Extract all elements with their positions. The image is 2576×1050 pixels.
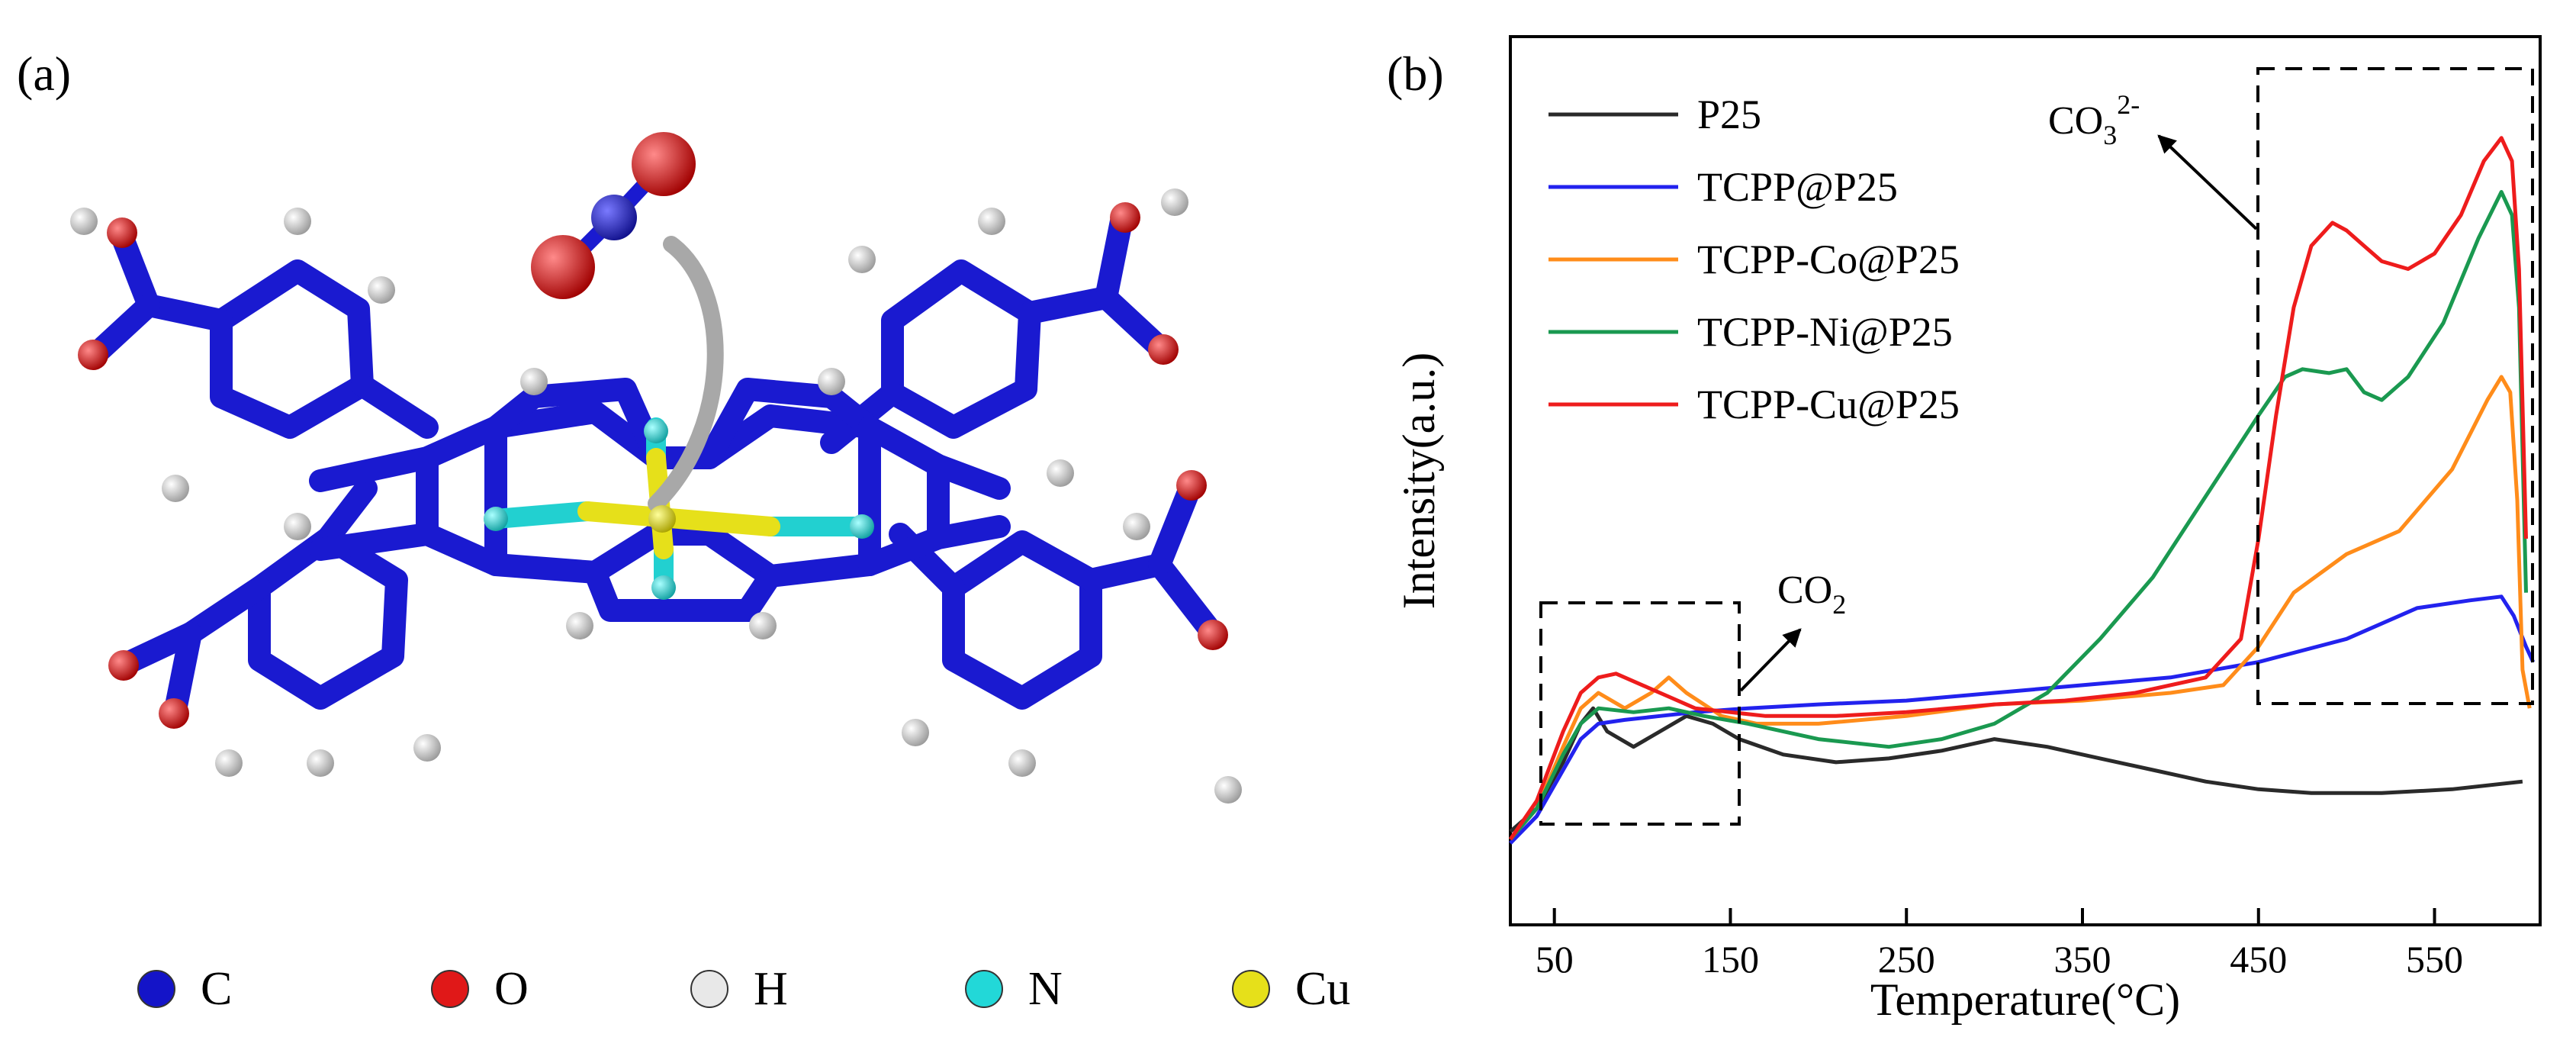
x-tick-label: 550 [2406, 938, 2463, 981]
x-tick-label: 250 [1878, 938, 1935, 981]
atom-legend: C O H N Cu [137, 963, 1350, 1015]
tpd-chart: 50 150 250 350 450 550 P25 TCPP@P25 TCPP-Co@P25… [1394, 35, 2542, 1025]
x-tick-label: 350 [2054, 938, 2111, 981]
plot-area-frame [1509, 35, 2542, 926]
atom-legend-swatch [965, 970, 1003, 1008]
atom-legend-item: N [965, 963, 1063, 1015]
atom-legend-label: H [754, 963, 788, 1015]
series-line [1509, 190, 2528, 841]
legend-label: TCPP-Ni@P25 [1697, 309, 1953, 355]
co2-region-box [1539, 601, 1741, 826]
legend-label: TCPP-Co@P25 [1697, 237, 1960, 282]
atom-legend-swatch [137, 970, 175, 1008]
co3-annotation: CO32- [2048, 89, 2140, 150]
panel-a-label: (a) [17, 47, 72, 101]
x-tick-label: 150 [1702, 938, 1759, 981]
co2-annotation: CO2 [1777, 568, 1846, 620]
chart-legend: P25 TCPP@P25 TCPP-Co@P25 TCPP-Ni@P25 TCPP-Cu… [1548, 92, 1960, 427]
panel-b-label: (b) [1387, 47, 1444, 101]
atom-legend-item: Cu [1232, 963, 1350, 1015]
atom-legend-item: H [690, 963, 788, 1015]
y-axis-label: Intensity(a.u.) [1394, 353, 1444, 610]
co3-arrow [2157, 134, 2258, 230]
legend-label: TCPP-Cu@P25 [1697, 382, 1960, 427]
co3-region-box [2256, 67, 2534, 705]
x-axis-label: Temperature(°C) [1870, 974, 2180, 1025]
x-tick-label: 50 [1536, 938, 1574, 981]
x-tick-label: 450 [2230, 938, 2287, 981]
series-line [1509, 375, 2532, 841]
series-layer [1508, 136, 2536, 845]
legend-label: P25 [1697, 92, 1761, 137]
legend-label: TCPP@P25 [1697, 164, 1898, 210]
atom-legend-item: C [137, 963, 232, 1015]
series-line [1508, 136, 2528, 841]
series-line [1509, 706, 2523, 833]
atom-legend-label: C [201, 963, 232, 1015]
molecule-atoms [70, 132, 1242, 804]
atom-legend-label: Cu [1295, 963, 1350, 1015]
atom-legend-swatch [431, 970, 469, 1008]
co2-arrow [1739, 628, 1802, 692]
molecule-structure-image: C O H N Cu [70, 132, 1350, 1015]
atom-legend-item: O [431, 963, 529, 1015]
atom-legend-swatch [1232, 970, 1270, 1008]
axis-layer: 50 150 250 350 450 550 [1536, 908, 2463, 981]
series-line [1509, 594, 2536, 845]
atom-legend-swatch [690, 970, 728, 1008]
atom-legend-label: N [1028, 963, 1063, 1015]
atom-legend-label: O [494, 963, 529, 1015]
